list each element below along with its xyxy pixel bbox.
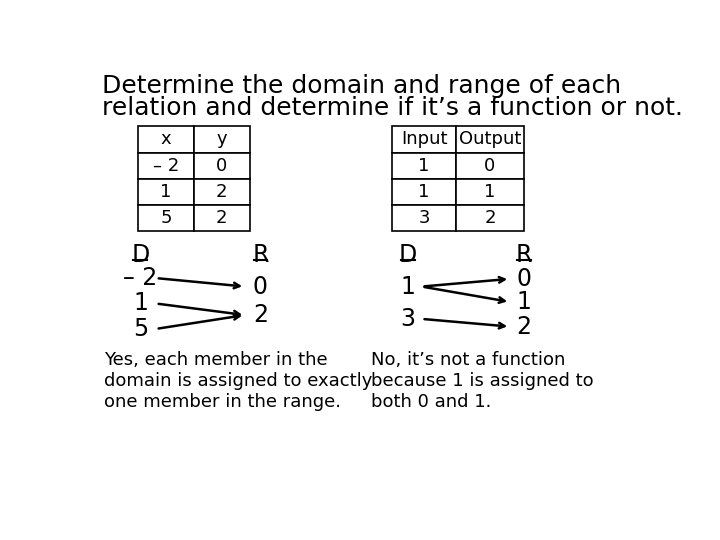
Text: 2: 2 <box>516 315 531 339</box>
Bar <box>194 153 250 179</box>
Text: 1: 1 <box>400 274 415 299</box>
Bar <box>456 179 524 205</box>
Text: 2: 2 <box>216 209 228 227</box>
Text: R: R <box>516 244 532 267</box>
Text: 0: 0 <box>216 157 228 174</box>
Bar <box>392 179 456 205</box>
Text: 0: 0 <box>485 157 495 174</box>
Text: 1: 1 <box>516 290 531 314</box>
Text: 1: 1 <box>485 183 495 201</box>
Text: 1: 1 <box>418 157 430 174</box>
Text: D: D <box>399 244 417 267</box>
Bar <box>392 153 456 179</box>
Bar <box>138 205 194 231</box>
Bar <box>392 205 456 231</box>
Bar <box>194 126 250 153</box>
Text: x: x <box>161 131 171 149</box>
Bar <box>392 126 456 153</box>
Text: No, it’s not a function
because 1 is assigned to
both 0 and 1.: No, it’s not a function because 1 is ass… <box>371 351 593 411</box>
Text: 1: 1 <box>418 183 430 201</box>
Text: Output: Output <box>459 131 521 149</box>
Text: 5: 5 <box>160 209 171 227</box>
Text: 0: 0 <box>253 274 268 299</box>
Text: Determine the domain and range of each: Determine the domain and range of each <box>102 74 621 98</box>
Text: 2: 2 <box>216 183 228 201</box>
Text: 3: 3 <box>400 307 415 331</box>
Bar <box>138 153 194 179</box>
Text: Input: Input <box>401 131 447 149</box>
Text: – 2: – 2 <box>153 157 179 174</box>
Text: 5: 5 <box>132 317 148 341</box>
Text: 2: 2 <box>253 303 268 327</box>
Text: D: D <box>131 244 150 267</box>
Bar <box>194 179 250 205</box>
Bar <box>456 153 524 179</box>
Text: R: R <box>252 244 269 267</box>
Bar <box>138 126 194 153</box>
Bar <box>194 205 250 231</box>
Text: 3: 3 <box>418 209 430 227</box>
Bar <box>456 126 524 153</box>
Text: 1: 1 <box>133 292 148 315</box>
Bar <box>138 179 194 205</box>
Text: relation and determine if it’s a function or not.: relation and determine if it’s a functio… <box>102 96 683 119</box>
Bar <box>456 205 524 231</box>
Text: – 2: – 2 <box>123 266 158 290</box>
Text: Yes, each member in the
domain is assigned to exactly
one member in the range.: Yes, each member in the domain is assign… <box>104 351 372 411</box>
Text: 0: 0 <box>516 267 531 291</box>
Text: 1: 1 <box>161 183 171 201</box>
Text: y: y <box>217 131 227 149</box>
Text: 2: 2 <box>484 209 495 227</box>
